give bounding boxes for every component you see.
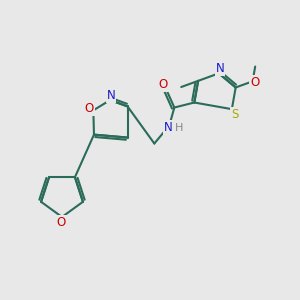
- Text: O: O: [250, 76, 259, 89]
- Text: N: N: [164, 121, 173, 134]
- Text: N: N: [215, 62, 224, 75]
- Text: H: H: [175, 122, 184, 133]
- Text: O: O: [159, 78, 168, 91]
- Text: O: O: [56, 215, 66, 229]
- Text: O: O: [85, 102, 94, 115]
- Text: N: N: [107, 88, 116, 102]
- Text: S: S: [231, 108, 239, 121]
